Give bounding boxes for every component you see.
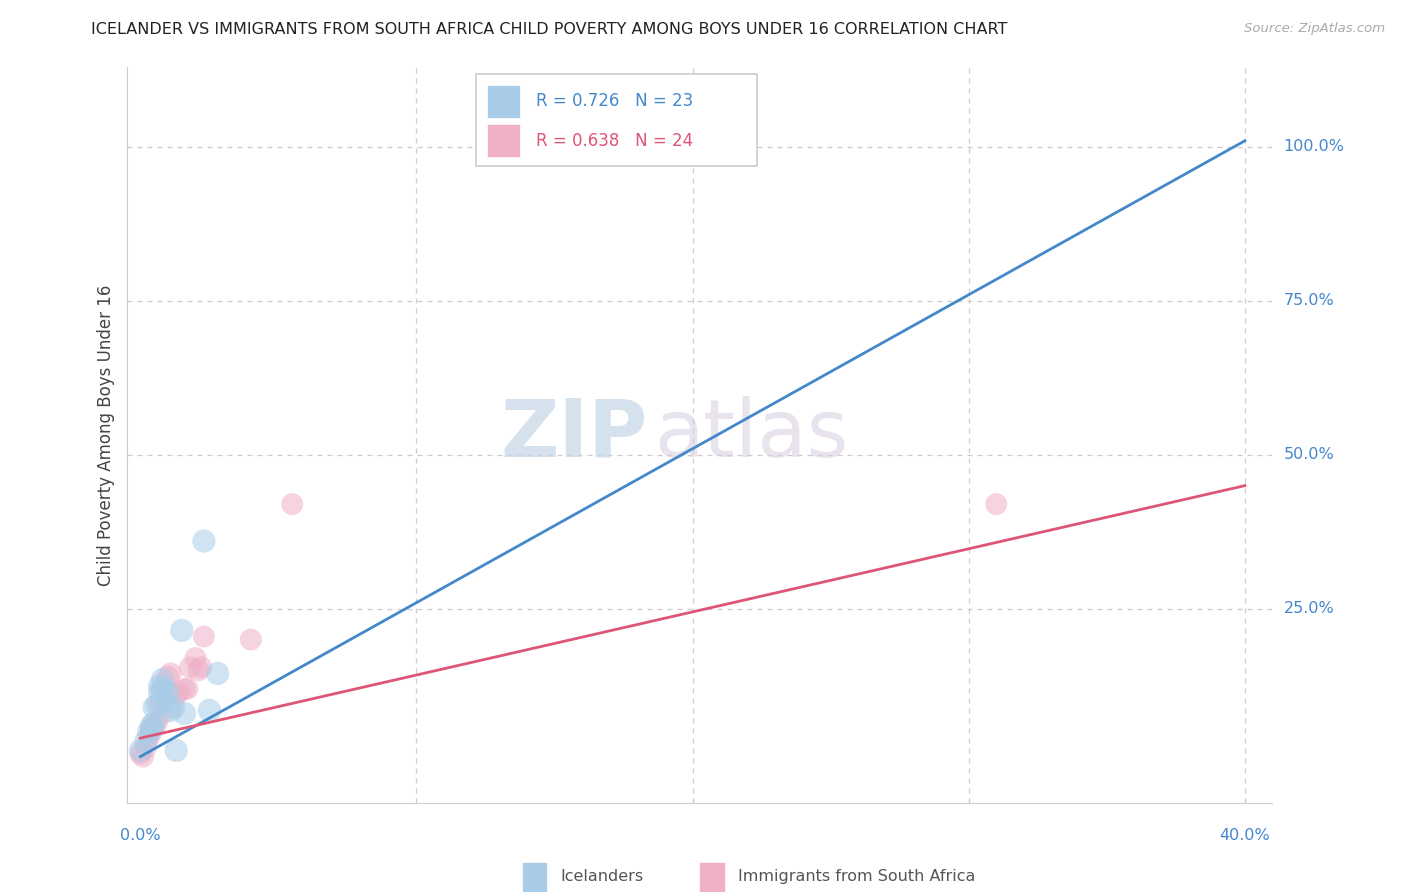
Point <box>986 497 1008 511</box>
Point <box>156 685 179 699</box>
FancyBboxPatch shape <box>477 74 756 166</box>
Point <box>149 679 172 693</box>
Point <box>152 681 174 696</box>
Text: 25.0%: 25.0% <box>1284 601 1334 616</box>
Point <box>159 703 181 717</box>
Text: R = 0.726   N = 23: R = 0.726 N = 23 <box>536 92 693 110</box>
Text: atlas: atlas <box>654 396 848 474</box>
Point <box>190 660 212 674</box>
Point <box>143 719 166 733</box>
Point <box>129 747 152 761</box>
Point <box>141 722 163 736</box>
Point <box>138 731 160 746</box>
Point <box>132 749 155 764</box>
Y-axis label: Child Poverty Among Boys Under 16: Child Poverty Among Boys Under 16 <box>97 285 115 585</box>
Point <box>165 743 187 757</box>
Text: R = 0.638   N = 24: R = 0.638 N = 24 <box>536 132 693 150</box>
FancyBboxPatch shape <box>522 862 547 892</box>
Text: 75.0%: 75.0% <box>1284 293 1334 309</box>
Point <box>179 660 201 674</box>
FancyBboxPatch shape <box>488 85 520 118</box>
Point <box>149 698 172 712</box>
FancyBboxPatch shape <box>488 124 520 157</box>
Point <box>184 651 207 665</box>
Point <box>146 698 169 712</box>
Point <box>187 664 209 678</box>
Point <box>138 725 160 739</box>
Point <box>682 140 704 154</box>
Point <box>207 666 229 681</box>
Point <box>159 666 181 681</box>
Point <box>149 685 172 699</box>
Text: 50.0%: 50.0% <box>1284 448 1334 462</box>
Text: ICELANDER VS IMMIGRANTS FROM SOUTH AFRICA CHILD POVERTY AMONG BOYS UNDER 16 CORR: ICELANDER VS IMMIGRANTS FROM SOUTH AFRIC… <box>91 22 1008 37</box>
Point <box>173 706 195 721</box>
Text: 100.0%: 100.0% <box>1284 139 1344 154</box>
Point <box>176 681 198 696</box>
Text: Immigrants from South Africa: Immigrants from South Africa <box>738 869 976 884</box>
Point <box>173 681 195 696</box>
Point <box>170 624 193 638</box>
Point <box>162 700 184 714</box>
Point <box>281 497 304 511</box>
Point <box>193 534 215 549</box>
Point <box>152 706 174 721</box>
Point <box>129 743 152 757</box>
Point <box>141 722 163 736</box>
Point <box>141 719 163 733</box>
Point <box>198 703 221 717</box>
Point <box>135 734 157 748</box>
Point <box>239 632 262 647</box>
Text: Source: ZipAtlas.com: Source: ZipAtlas.com <box>1244 22 1385 36</box>
Point <box>143 715 166 730</box>
Text: 40.0%: 40.0% <box>1219 828 1270 843</box>
FancyBboxPatch shape <box>700 862 724 892</box>
Point <box>165 688 187 702</box>
Text: Icelanders: Icelanders <box>561 869 644 884</box>
Point <box>167 685 190 699</box>
Point <box>141 725 163 739</box>
Text: 0.0%: 0.0% <box>120 828 160 843</box>
Point <box>135 740 157 755</box>
Point <box>143 700 166 714</box>
Point <box>146 715 169 730</box>
Point <box>156 669 179 683</box>
Point <box>153 694 176 708</box>
Point <box>193 630 215 644</box>
Point <box>152 673 174 687</box>
Text: ZIP: ZIP <box>501 396 648 474</box>
